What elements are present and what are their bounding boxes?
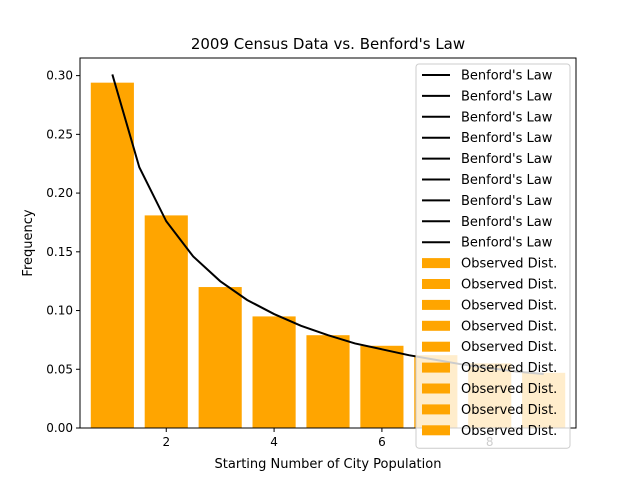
legend-patch-swatch <box>422 320 450 331</box>
legend-patch-swatch <box>422 341 450 352</box>
legend-patch-swatch <box>422 362 450 373</box>
legend-label: Benford's Law <box>461 173 553 188</box>
legend-patch-swatch <box>422 383 450 394</box>
y-axis: 0.00 0.05 0.10 0.15 0.20 0.25 0.30 <box>46 69 80 435</box>
x-axis-label: Starting Number of City Population <box>215 457 442 472</box>
y-axis-label: Frequency <box>21 209 36 276</box>
legend-label: Benford's Law <box>461 152 553 167</box>
bar <box>90 82 134 429</box>
legend-patch-swatch <box>422 299 450 310</box>
x-tick-label: 2 <box>162 435 170 449</box>
legend-label: Observed Dist. <box>461 340 557 355</box>
legend-patch-swatch <box>422 279 450 289</box>
legend-label: Benford's Law <box>461 215 553 230</box>
legend-label: Benford's Law <box>461 131 553 146</box>
bar <box>252 316 296 428</box>
legend-label: Observed Dist. <box>461 361 557 376</box>
plot-frame <box>79 57 577 429</box>
y-tick-label: 0.00 <box>46 421 73 435</box>
legend: Benford's Law Benford's Law Benford's Law B… <box>415 63 571 449</box>
x-tick-label: 4 <box>270 435 278 449</box>
legend-label: Observed Dist. <box>461 403 557 418</box>
legend-patch-swatch <box>422 258 450 269</box>
legend-patch-swatch <box>422 404 450 415</box>
y-tick-label: 0.15 <box>46 245 73 259</box>
legend-label: Benford's Law <box>461 236 553 251</box>
legend-label: Observed Dist. <box>461 278 557 293</box>
legend-label: Observed Dist. <box>461 382 557 397</box>
y-tick-label: 0.30 <box>46 69 73 83</box>
legend-label: Benford's Law <box>461 194 553 209</box>
bar <box>144 215 188 428</box>
legend-label: Observed Dist. <box>461 319 557 334</box>
chart-title: 2009 Census Data vs. Benford's Law <box>191 35 465 53</box>
legend-label: Benford's Law <box>461 69 553 84</box>
y-tick-label: 0.05 <box>46 362 73 376</box>
x-tick-label: 6 <box>378 435 386 449</box>
legend-label: Observed Dist. <box>461 424 557 439</box>
legend-patch-swatch <box>422 425 450 436</box>
y-tick-label: 0.20 <box>46 186 73 200</box>
y-tick-label: 0.10 <box>46 304 73 318</box>
legend-box <box>415 63 571 449</box>
bar <box>198 287 242 428</box>
legend-label: Observed Dist. <box>461 257 557 272</box>
legend-label: Observed Dist. <box>461 298 557 313</box>
legend-label: Benford's Law <box>461 89 553 104</box>
bar <box>360 345 404 428</box>
y-tick-label: 0.25 <box>46 127 73 141</box>
legend-label: Benford's Law <box>461 110 553 125</box>
bar <box>306 335 350 428</box>
